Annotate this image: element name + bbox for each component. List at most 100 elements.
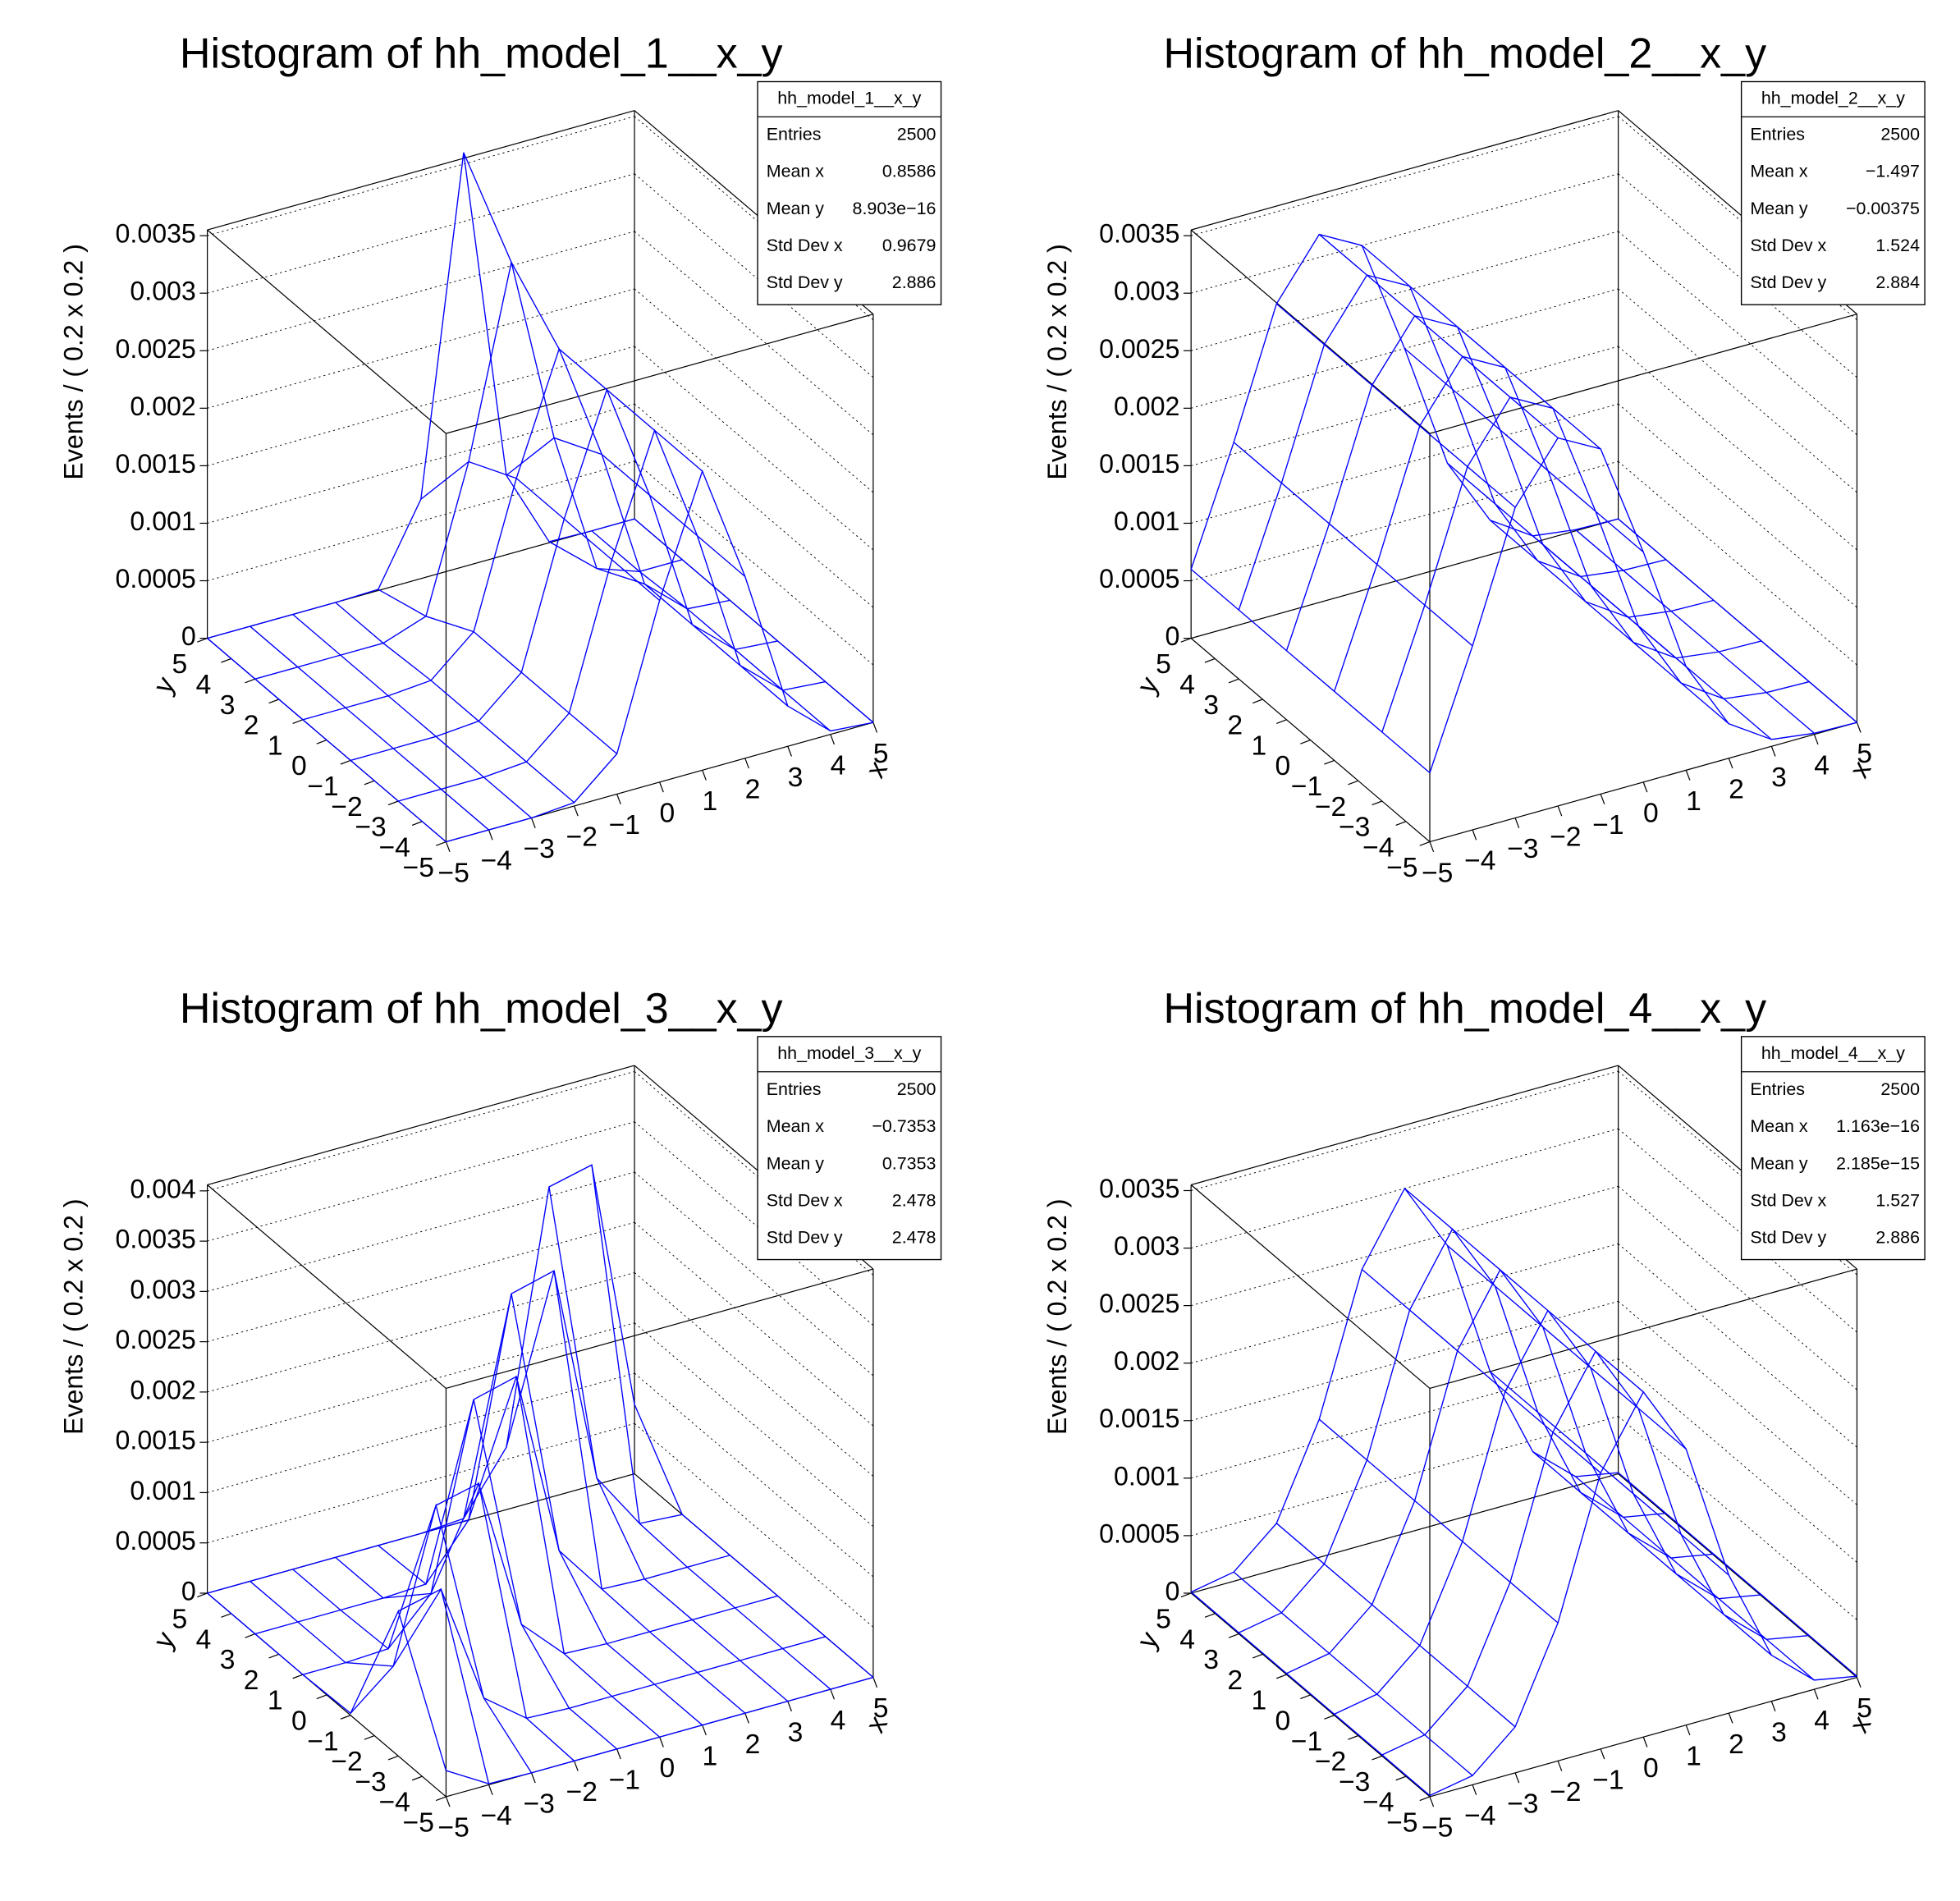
x-tick [573,1761,579,1771]
x-tick [787,1701,792,1712]
x-tick-label: −4 [480,1801,511,1831]
box-edge [446,1268,874,1390]
y-tick [197,638,208,643]
surface-column [1575,1476,1815,1681]
surface-row [1190,1187,1619,1593]
z-tick-label: 0.002 [130,392,195,421]
x-tick-label: −4 [1464,1801,1495,1831]
x-tick [488,829,493,841]
x-tick-label: 4 [1814,1706,1829,1736]
surface-row [302,1376,730,1675]
x-tick-label: −4 [480,846,511,877]
grid-line [207,518,635,639]
surface-column [1233,442,1473,647]
box-edge [207,1184,446,1389]
x-tick-label: −1 [609,810,640,841]
x-tick-label: −3 [1507,834,1538,864]
stats-label: Entries [1750,1079,1805,1099]
y-tick-label: −4 [378,1788,410,1818]
x-tick [872,721,878,733]
y-tick [411,821,423,826]
x-tick [445,841,451,853]
box-edge [1190,1065,1619,1186]
z-tick-label: 0.002 [130,1375,195,1404]
stats-label: Std Dev x [1750,1190,1826,1210]
grid-line [207,1070,635,1192]
x-tick-label: 3 [788,763,804,793]
surface-row [397,1588,826,1720]
y-tick [1180,638,1192,643]
surface-row [207,152,635,639]
z-tick-label: 0 [1165,1576,1180,1606]
z-tick-label: 0.0015 [1099,1404,1179,1433]
y-tick-label: −3 [1339,1767,1370,1798]
chart-title: Histogram of hh_model_3__x_y [180,985,783,1033]
surface-column [1233,1571,1473,1776]
x-tick-label: 5 [873,1693,889,1724]
grid-line [1618,403,1857,608]
y-tick [1419,841,1431,846]
grid-line [1191,346,1619,466]
x-tick [1813,1688,1819,1700]
z-axis-title: Events / ( 0.2 x 0.2 ) [58,1198,88,1434]
y-tick [1180,1592,1192,1598]
y-tick [364,1734,375,1740]
y-tick [1300,1694,1311,1700]
surface-column [1446,1244,1687,1450]
stats-box [1740,80,1926,305]
z-tick-label: 0.0015 [116,1426,196,1455]
y-tick-label: −5 [1386,1808,1417,1839]
grid-line [1618,460,1857,666]
z-tick-label: 0.0035 [1099,219,1179,249]
surface-row [1429,437,1857,773]
stats-label: Std Dev x [767,236,843,255]
y-tick [1252,699,1263,704]
stats-name: hh_model_2__x_y [1761,89,1905,108]
y-tick-label: 4 [196,1624,212,1655]
surface-column [548,541,789,707]
stats-value: 0.9679 [882,236,936,255]
grid-line [207,231,635,351]
y-tick-label: 0 [1275,751,1291,781]
grid-line [634,1121,874,1326]
y-tick [268,1653,280,1659]
stats-name: hh_model_4__x_y [1761,1043,1905,1063]
x-tick-label: 5 [873,739,889,769]
surface-column [1618,518,1857,723]
x-tick-label: −1 [1592,810,1623,841]
box-edge [207,1065,635,1186]
z-tick-label: 0.003 [1114,277,1179,306]
stats-box [1740,1036,1926,1261]
surface-column [591,530,831,732]
z-tick-label: 0.0005 [1099,564,1179,593]
y-tick [268,699,280,704]
y-tick [387,800,399,806]
grid-line [1191,1185,1619,1307]
surface-column [250,625,489,831]
surface-column [1275,303,1516,508]
y-tick-label: 4 [1179,1624,1195,1655]
x-tick-label: −2 [566,822,598,853]
surface-column [1532,535,1772,740]
z-tick-label: 0.003 [130,277,195,306]
x-tick [787,746,792,757]
x-tick [1600,1748,1605,1760]
stats-value: −1.497 [1866,162,1920,181]
y-tick-label: 5 [1156,649,1171,680]
surface-column [1575,529,1815,734]
y-tick [1300,740,1311,744]
surface-column [1618,1472,1857,1677]
stats-value: 1.524 [1875,236,1920,255]
stats-value: 2.886 [892,273,936,292]
panel: 0 0.0005 0.001 0.0015 0.002 0.0025 0.003 0.0035… [1042,30,1926,888]
x-tick [1685,770,1691,781]
x-tick [1770,746,1776,757]
grid-line [1191,1358,1619,1479]
x-tick-label: −5 [1422,858,1453,888]
surface-column [207,638,446,843]
x-tick-label: 0 [659,799,675,829]
stats-label: Entries [1750,125,1805,144]
x-tick [1728,758,1733,769]
grid-line [1191,231,1619,351]
y-tick-label: 0 [1275,1706,1291,1737]
